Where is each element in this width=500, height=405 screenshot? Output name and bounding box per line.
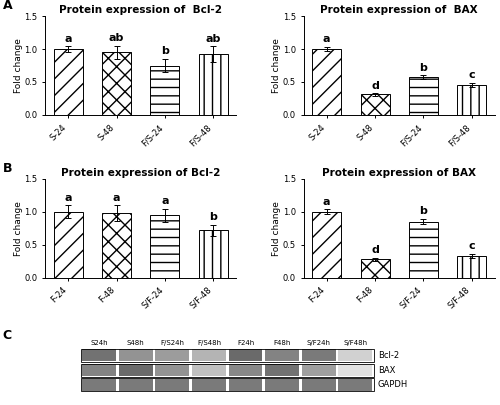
Bar (82, 350, 116, 361)
Bar (81, 378, 374, 392)
Bar (192, 364, 226, 376)
Bar (156, 379, 190, 391)
Bar (228, 364, 262, 376)
Bar (192, 379, 226, 391)
Bar (409, 222, 438, 278)
Y-axis label: Fold change: Fold change (14, 38, 23, 93)
Bar (119, 364, 153, 376)
Text: b: b (210, 212, 217, 222)
Bar (302, 350, 336, 361)
Bar (102, 213, 131, 278)
Text: Bcl-2: Bcl-2 (378, 351, 399, 360)
Bar (54, 212, 82, 278)
Title: Protein expression of  BAX: Protein expression of BAX (320, 5, 478, 15)
Bar (81, 364, 374, 377)
Title: Protein expression of  Bcl-2: Protein expression of Bcl-2 (59, 5, 222, 15)
Text: S48h: S48h (127, 341, 144, 347)
Bar (82, 379, 116, 391)
Bar (119, 379, 153, 391)
Text: F/S48h: F/S48h (197, 341, 221, 347)
Text: F/S24h: F/S24h (160, 341, 184, 347)
Text: BAX: BAX (378, 366, 396, 375)
Bar (192, 350, 226, 361)
Text: S/F48h: S/F48h (343, 341, 367, 347)
Bar (360, 94, 390, 115)
Text: F24h: F24h (237, 341, 254, 347)
Bar (265, 364, 299, 376)
Text: c: c (468, 70, 475, 80)
Bar (156, 350, 190, 361)
Bar (156, 364, 190, 376)
Text: a: a (64, 193, 72, 202)
Y-axis label: Fold change: Fold change (272, 38, 281, 93)
Title: Protein expression of Bcl-2: Protein expression of Bcl-2 (61, 168, 220, 178)
Text: d: d (371, 81, 379, 91)
Text: b: b (420, 63, 428, 73)
Bar (338, 364, 372, 376)
Text: c: c (468, 241, 475, 252)
Text: b: b (420, 207, 428, 216)
Bar (312, 49, 341, 115)
Bar (119, 350, 153, 361)
Text: d: d (371, 245, 379, 255)
Text: C: C (2, 329, 12, 342)
Bar (458, 85, 486, 115)
Bar (360, 259, 390, 278)
Bar (302, 364, 336, 376)
Y-axis label: Fold change: Fold change (272, 201, 281, 256)
Bar (228, 350, 262, 361)
Text: a: a (323, 196, 330, 207)
Bar (82, 364, 116, 376)
Bar (228, 379, 262, 391)
Bar (150, 215, 180, 278)
Text: F48h: F48h (274, 341, 291, 347)
Text: S24h: S24h (90, 341, 108, 347)
Bar (199, 54, 228, 115)
Text: b: b (161, 46, 169, 56)
Text: a: a (113, 193, 120, 202)
Bar (102, 52, 131, 115)
Text: S/F24h: S/F24h (306, 341, 330, 347)
Bar (338, 350, 372, 361)
Bar (265, 350, 299, 361)
Text: ab: ab (109, 33, 124, 43)
Bar (150, 66, 180, 115)
Text: A: A (2, 0, 12, 12)
Bar (81, 349, 374, 362)
Title: Protein expression of BAX: Protein expression of BAX (322, 168, 476, 178)
Bar (458, 256, 486, 278)
Text: a: a (323, 34, 330, 45)
Text: B: B (2, 162, 12, 175)
Y-axis label: Fold change: Fold change (14, 201, 23, 256)
Text: a: a (64, 34, 72, 44)
Text: ab: ab (206, 34, 221, 44)
Bar (265, 379, 299, 391)
Bar (338, 379, 372, 391)
Bar (199, 230, 228, 278)
Text: GAPDH: GAPDH (378, 380, 408, 390)
Bar (312, 212, 341, 278)
Text: a: a (161, 196, 168, 206)
Bar (302, 379, 336, 391)
Bar (54, 49, 82, 115)
Bar (409, 77, 438, 115)
